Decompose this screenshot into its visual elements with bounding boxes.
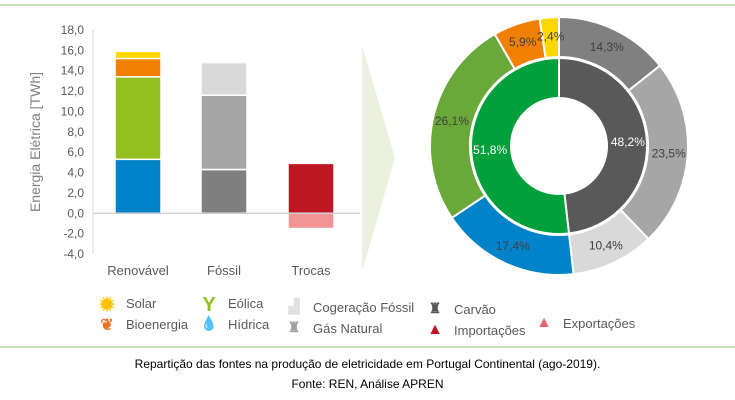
y-tick-label: 12,0 <box>61 84 85 98</box>
figure-source: Fonte: REN, Análise APREN <box>291 377 444 391</box>
bar-segment-Cogeração Fóssil <box>200 61 248 96</box>
donut-label: 26,1% <box>435 114 469 128</box>
y-tick-label: 0,0 <box>67 206 84 220</box>
bar-segment-Hídrica <box>114 158 162 215</box>
y-tick-label: 14,0 <box>61 64 85 78</box>
donut-label: 5,9% <box>509 35 537 49</box>
donut-label: 14,3% <box>590 40 624 54</box>
coal-plant-icon: ♜ <box>428 300 442 316</box>
x-tick-label: Renovável <box>107 263 169 278</box>
import-triangle-icon: ▲ <box>427 321 443 338</box>
bioenergy-icon: ❦ <box>100 317 114 334</box>
legend-label: Importações <box>454 323 526 338</box>
donut-label: 10,4% <box>589 239 623 253</box>
donut-label: 51,8% <box>473 143 507 157</box>
donut-label: 2,4% <box>537 29 565 43</box>
y-tick-label: 16,0 <box>61 43 85 57</box>
legend-label: Exportações <box>563 316 636 331</box>
y-tick-label: 8,0 <box>67 125 84 139</box>
bar-segment-Exportações <box>287 212 335 230</box>
legend-label: Eólica <box>228 296 264 311</box>
legend-label: Bioenergia <box>126 317 189 332</box>
bar-segment-Carvão <box>200 168 248 215</box>
y-tick-label: 4,0 <box>67 166 84 180</box>
y-tick-label: 10,0 <box>61 104 85 118</box>
bar-segment-Eólica <box>114 76 162 161</box>
legend-label: Hídrica <box>228 317 270 332</box>
y-tick-label: 6,0 <box>67 145 84 159</box>
gas-plant-icon: ♜ <box>287 319 301 335</box>
legend-label: Carvão <box>454 302 496 317</box>
y-tick-label: -4,0 <box>63 247 84 261</box>
y-tick-label: -2,0 <box>63 227 84 241</box>
donut-label: 17,4% <box>496 239 530 253</box>
legend-label: Solar <box>126 296 157 311</box>
legend-label: Gás Natural <box>313 321 383 336</box>
legend-label: Cogeração Fóssil <box>313 300 415 315</box>
donut-slice-Renovável <box>470 56 571 235</box>
bar-segment-Solar <box>114 50 162 60</box>
export-triangle-icon: ▲ <box>536 314 552 331</box>
x-tick-label: Trocas <box>291 263 331 278</box>
y-tick-label: 18,0 <box>61 23 85 37</box>
y-axis-title: Energia Elétrica [TWh] <box>27 72 43 212</box>
arrow-chevron <box>362 45 395 272</box>
x-tick-label: Fóssil <box>207 263 241 278</box>
donut-label: 23,5% <box>652 146 686 160</box>
y-tick-label: 2,0 <box>67 186 84 200</box>
wind-turbine-icon: Y <box>202 294 216 316</box>
bar-segment-Importações <box>287 162 335 215</box>
sun-icon: ✹ <box>99 295 115 316</box>
donut-slice-Fóssil <box>558 56 648 235</box>
figure-caption: Repartição das fontes na produção de ele… <box>134 357 601 371</box>
factory-icon: ▟ <box>288 298 300 314</box>
donut-label: 48,2% <box>611 135 645 149</box>
bar-segment-Bioenergia <box>114 57 162 78</box>
bar-segment-Gás Natural <box>200 94 248 171</box>
water-drop-icon: 💧 <box>200 315 218 331</box>
